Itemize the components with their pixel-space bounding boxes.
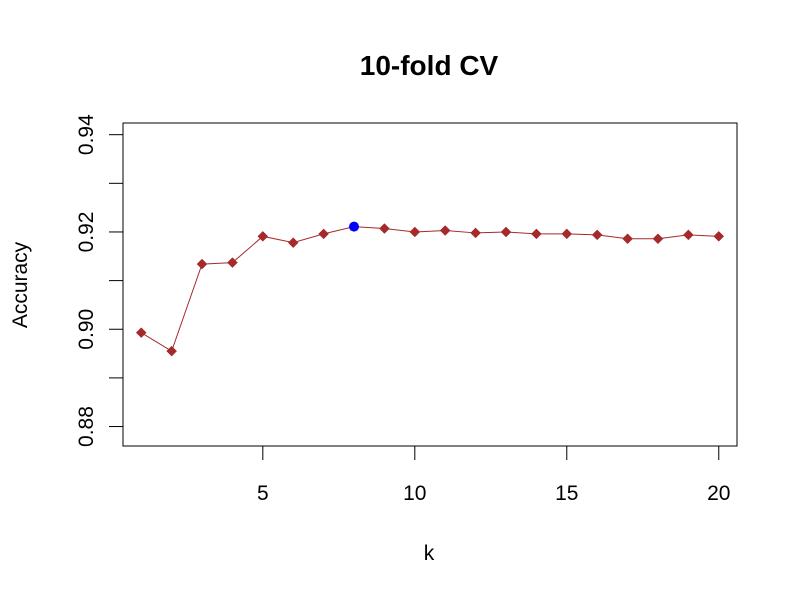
y-axis-label: Accuracy [9, 241, 32, 328]
y-axis: 0.88 0.90 0.92 0.94 [75, 114, 124, 447]
data-point [622, 233, 633, 245]
data-point [500, 226, 512, 238]
y-tick-label: 0.90 [75, 309, 98, 350]
y-tick-label: 0.94 [75, 114, 98, 155]
data-point [196, 258, 208, 270]
x-tick-label: 10 [403, 482, 426, 505]
data-point [683, 229, 694, 241]
data-point [531, 228, 542, 240]
highlight-point [349, 221, 360, 232]
data-point [470, 227, 481, 239]
series-line [140, 226, 719, 352]
data-point [135, 327, 147, 339]
x-tick-label: 15 [555, 482, 578, 505]
data-point [561, 228, 573, 240]
x-axis-label: k [424, 542, 435, 565]
data-point [652, 233, 664, 245]
chart-title: 10-fold CV [360, 50, 499, 81]
data-point [227, 257, 238, 268]
data-point [379, 223, 390, 234]
plot-frame [122, 122, 738, 447]
series-layer [135, 221, 725, 357]
data-point [318, 228, 329, 240]
data-point [591, 229, 603, 241]
data-point [166, 345, 177, 357]
data-point [287, 237, 299, 249]
y-tick-label: 0.88 [75, 406, 98, 447]
x-tick-label: 20 [707, 482, 730, 505]
data-point [409, 226, 421, 238]
x-tick-label: 5 [257, 482, 269, 505]
data-point [257, 230, 269, 242]
y-tick-label: 0.92 [75, 212, 98, 253]
data-point [439, 225, 451, 236]
data-point [713, 230, 725, 242]
x-axis: 5 10 15 20 [257, 445, 730, 505]
